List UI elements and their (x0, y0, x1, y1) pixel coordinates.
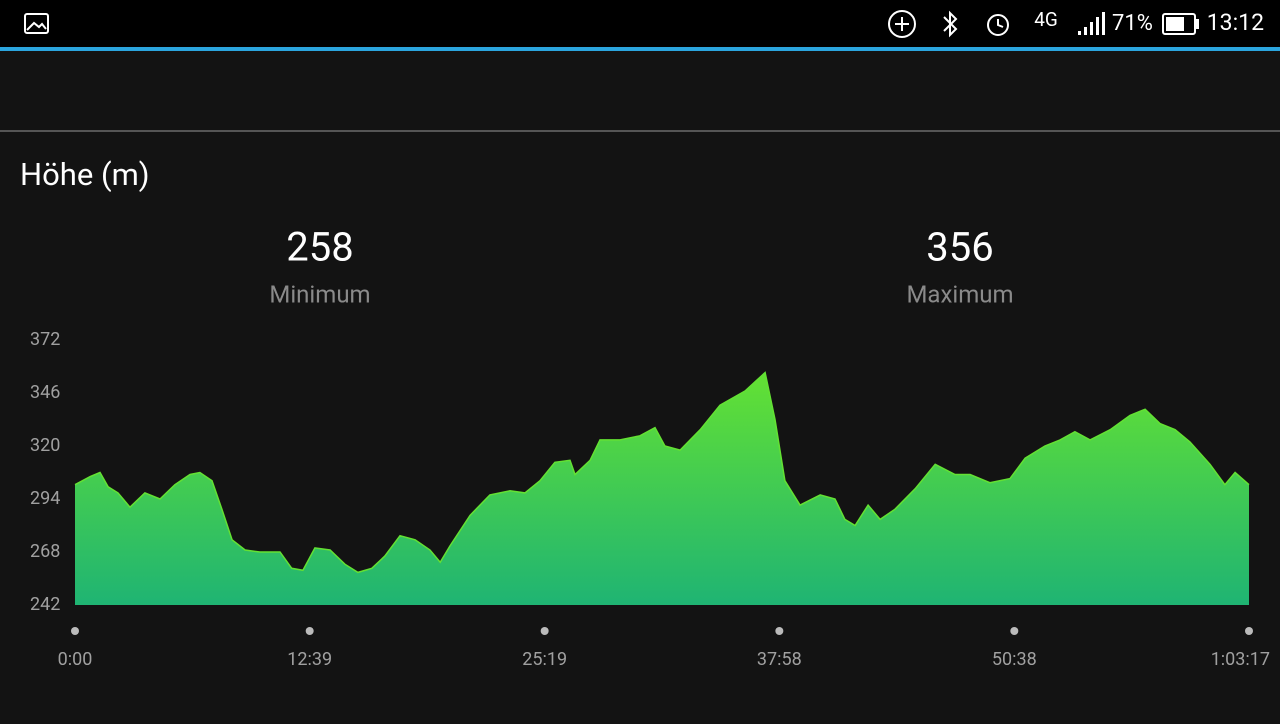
x-tick-label: 50:38 (992, 649, 1037, 670)
area-line (74, 371, 1250, 574)
y-tick-label: 320 (30, 435, 60, 456)
x-tick-dot (775, 627, 784, 635)
y-tick-label: 346 (30, 382, 60, 403)
network-type: 4G (1034, 8, 1058, 31)
x-tick-label: 1:03:17 (1211, 649, 1270, 670)
area-fill (75, 372, 1249, 605)
x-tick-dot (1245, 627, 1253, 635)
stat-value: 258 (286, 224, 353, 271)
status-icons (888, 10, 1199, 38)
y-tick-label: 242 (30, 594, 60, 615)
x-tick-dot (71, 627, 79, 635)
chart-title: Höhe (m) (20, 156, 150, 193)
stat-label: Maximum (906, 280, 1013, 308)
clock: 13:12 (1207, 9, 1264, 36)
signal-icon (1078, 12, 1105, 35)
stat-label: Minimum (269, 280, 370, 308)
x-tick-dot (305, 627, 314, 635)
battery-level: 71% (1112, 11, 1153, 36)
y-tick-label: 372 (30, 329, 60, 350)
stat-value: 356 (926, 224, 993, 271)
separator (0, 130, 1280, 132)
accent-line (0, 47, 1280, 51)
x-tick-label: 12:39 (287, 649, 332, 670)
x-tick-label: 25:19 (522, 649, 567, 670)
y-tick-label: 268 (30, 541, 60, 562)
x-tick-label: 37:58 (757, 649, 802, 670)
x-tick-dot (540, 627, 549, 635)
y-tick-label: 294 (30, 488, 60, 509)
status-bar (0, 0, 1280, 47)
x-tick-dot (1010, 627, 1019, 635)
gallery-icon (24, 13, 49, 34)
x-tick-label: 0:00 (58, 649, 93, 670)
